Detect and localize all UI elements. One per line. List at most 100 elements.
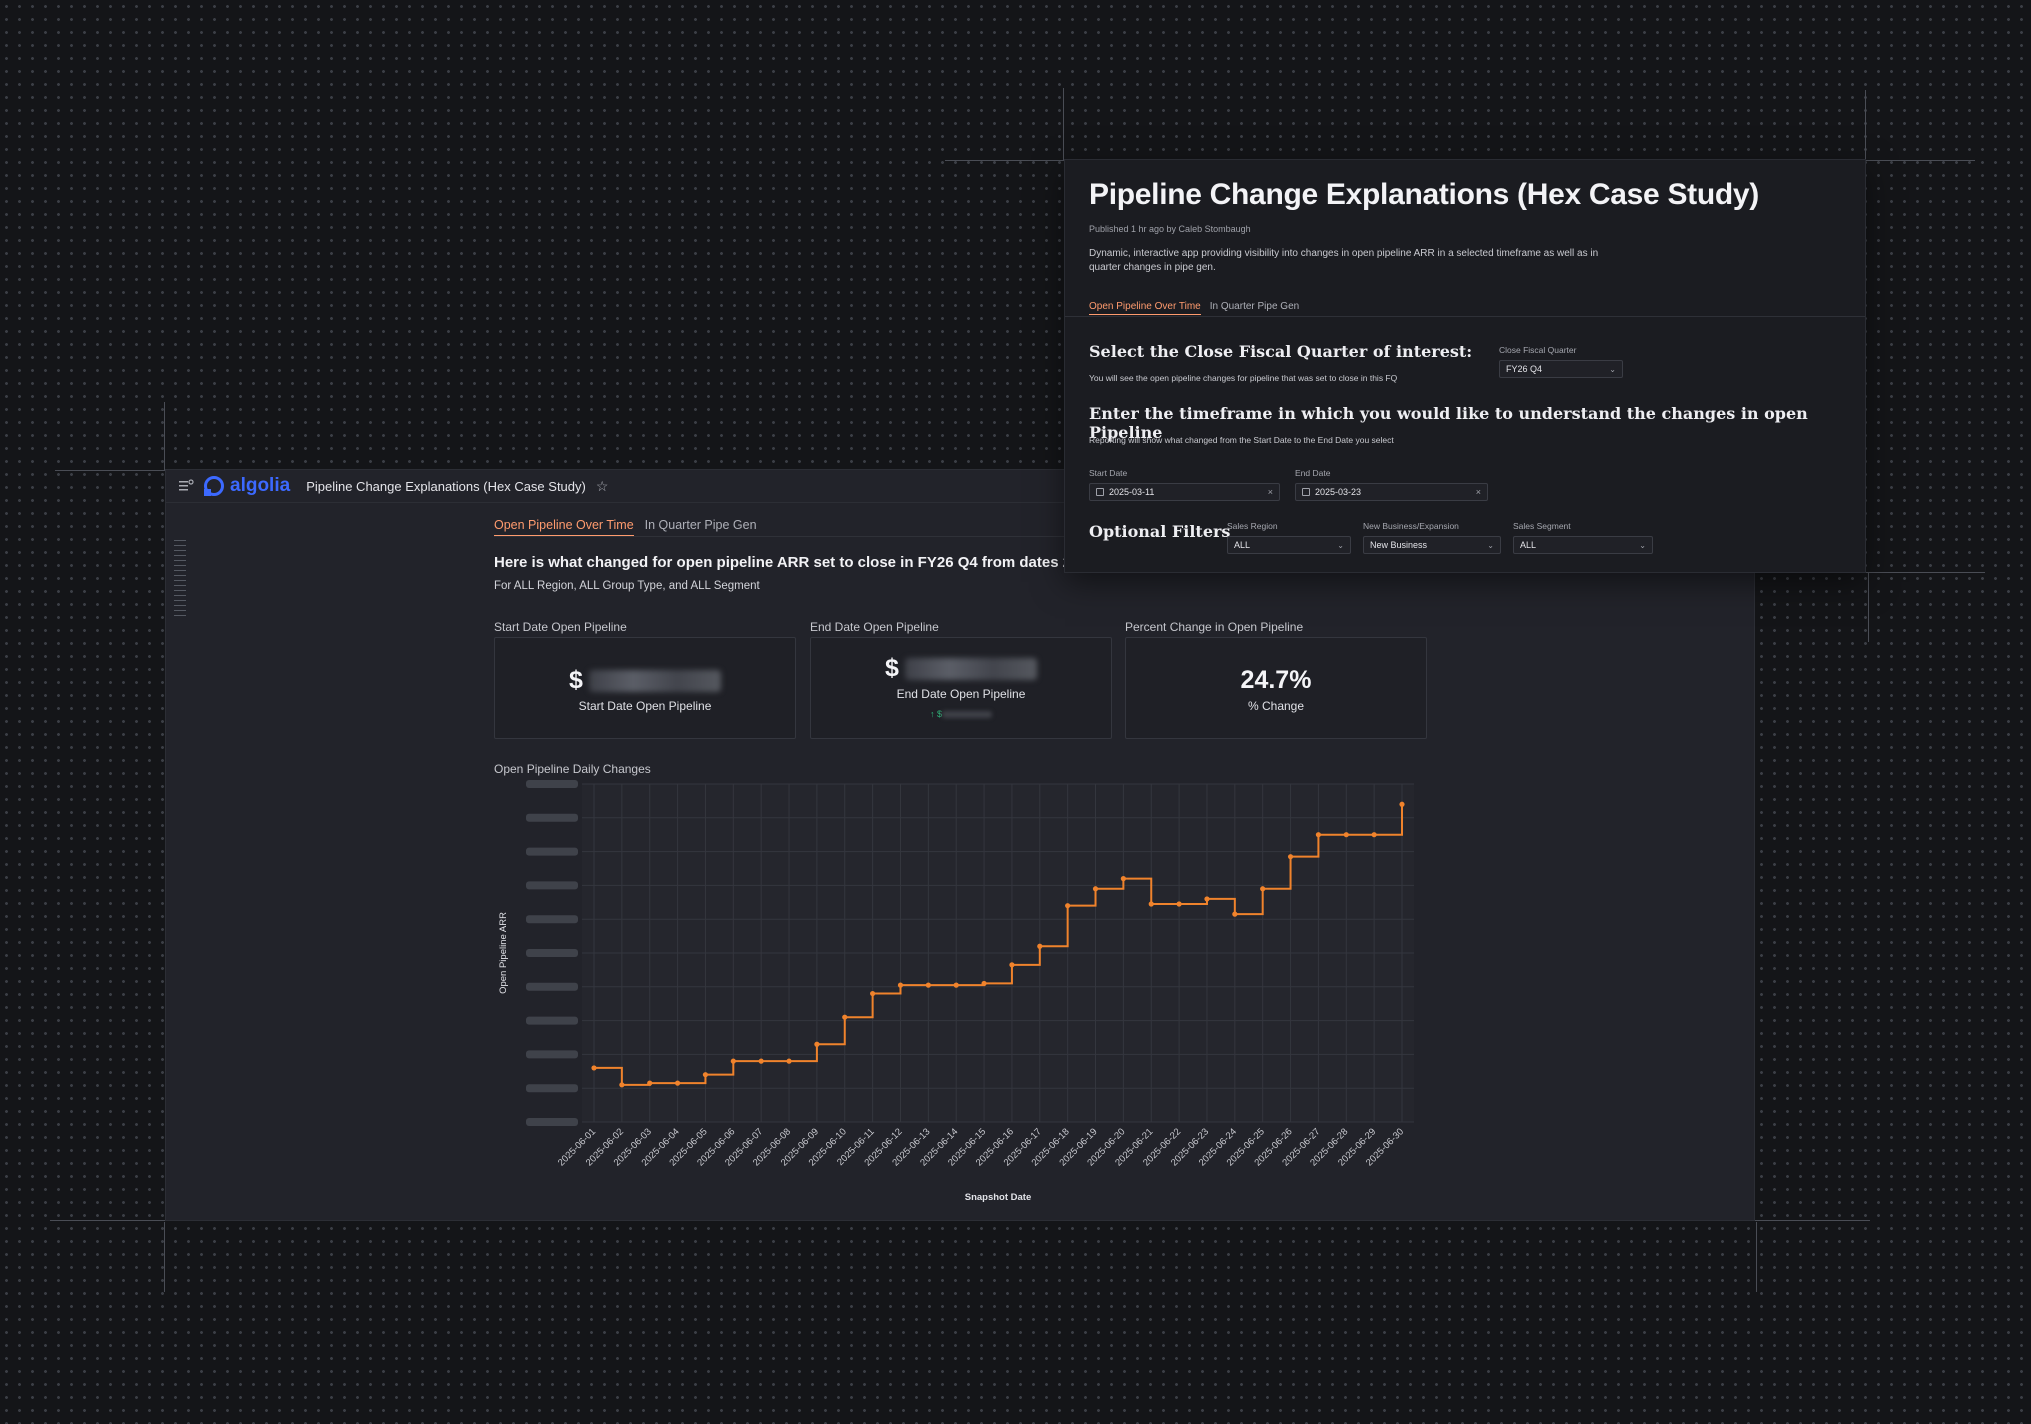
region-value: ALL	[1234, 540, 1251, 550]
data-point	[1009, 962, 1015, 968]
app-window: algolia Pipeline Change Explanations (He…	[166, 470, 1754, 1220]
start-date-label: Start Date	[1089, 468, 1128, 478]
calendar-icon	[1096, 488, 1104, 496]
data-point	[981, 980, 987, 987]
publish-meta: Published 1 hr ago by Caleb Stombaugh	[1089, 224, 1251, 234]
front-tab-in-quarter[interactable]: In Quarter Pipe Gen	[1209, 301, 1300, 312]
data-point	[953, 982, 959, 988]
quarter-heading: Select the Close Fiscal Quarter of inter…	[1089, 342, 1473, 361]
data-point	[1371, 832, 1377, 838]
data-point	[619, 1082, 625, 1088]
data-point	[758, 1058, 764, 1064]
currency-symbol: $	[885, 654, 899, 682]
star-icon[interactable]: ☆	[595, 477, 609, 494]
nb-value: New Business	[1370, 540, 1428, 550]
data-point	[1204, 896, 1210, 902]
data-point	[730, 1058, 736, 1064]
brand-name: algolia	[230, 475, 291, 496]
quarter-note: You will see the open pipeline changes f…	[1089, 373, 1398, 383]
tab-open-pipeline[interactable]: Open Pipeline Over Time	[494, 518, 634, 536]
data-point	[870, 990, 876, 997]
guide-line	[1756, 1222, 1757, 1292]
chevron-down-icon: ⌄	[1487, 540, 1494, 550]
y-tick-label-redacted	[526, 780, 578, 788]
nb-label: New Business/Expansion	[1363, 521, 1459, 531]
kpi-card-pct: 24.7% % Change	[1125, 637, 1427, 739]
data-point	[1260, 886, 1266, 892]
y-tick-label-redacted	[526, 949, 578, 957]
menu-icon[interactable]	[178, 479, 194, 493]
kpi-caption-pct: % Change	[1247, 699, 1305, 713]
algolia-logo-icon	[204, 476, 224, 496]
kpi-label-start: Start Date Open Pipeline	[494, 620, 627, 634]
calendar-icon	[1302, 488, 1310, 496]
data-point	[1037, 943, 1043, 949]
region-select[interactable]: ALL ⌄	[1227, 536, 1351, 554]
front-tab-bar: Open Pipeline Over Time In Quarter Pipe …	[1089, 301, 1299, 315]
quarter-select[interactable]: FY26 Q4 ⌄	[1499, 360, 1623, 378]
data-point	[925, 982, 931, 988]
kpi-card-end: $ End Date Open Pipeline ↑ $	[810, 637, 1112, 739]
data-point	[1315, 832, 1322, 838]
currency-symbol: $	[569, 666, 583, 694]
timeframe-note: Reporting will show what changed from th…	[1089, 435, 1394, 445]
chevron-down-icon: ⌄	[1639, 540, 1646, 550]
chart-title: Open Pipeline Daily Changes	[494, 762, 651, 776]
guide-line	[164, 1222, 165, 1292]
data-point	[786, 1058, 792, 1064]
clear-icon[interactable]: ×	[1267, 487, 1273, 497]
y-tick-label-redacted	[526, 982, 578, 991]
guide-line	[50, 1220, 1870, 1221]
end-date-label: End Date	[1295, 468, 1331, 478]
kpi-caption-start: Start Date Open Pipeline	[578, 699, 712, 713]
data-point	[647, 1080, 653, 1086]
data-point	[1287, 854, 1294, 860]
data-point	[1399, 801, 1405, 807]
collapsed-outline-rail[interactable]	[174, 540, 186, 620]
chevron-down-icon: ⌄	[1609, 364, 1616, 374]
kpi-label-pct: Percent Change in Open Pipeline	[1125, 620, 1304, 634]
tab-bar: Open Pipeline Over Time In Quarter Pipe …	[494, 518, 757, 536]
summary-filters: For ALL Region, ALL Group Type, and ALL …	[494, 580, 760, 592]
data-point	[897, 982, 904, 988]
kpi-card-start: $ Start Date Open Pipeline	[494, 637, 796, 739]
end-date-input[interactable]: 2025-03-23 ×	[1295, 483, 1488, 501]
segment-value: ALL	[1520, 540, 1537, 550]
end-date-value: 2025-03-23	[1315, 487, 1362, 497]
tab-in-quarter-pipe-gen[interactable]: In Quarter Pipe Gen	[644, 518, 757, 532]
data-point	[702, 1072, 709, 1078]
y-tick-label-redacted	[526, 1016, 578, 1025]
chevron-down-icon: ⌄	[1337, 540, 1344, 550]
clear-icon[interactable]: ×	[1475, 487, 1481, 497]
trend-up-label: ↑ $	[929, 709, 942, 719]
published-app-window: Pipeline Change Explanations (Hex Case S…	[1065, 160, 1865, 572]
summary-headline: Here is what changed for open pipeline A…	[494, 554, 1132, 571]
front-tab-open-pipeline[interactable]: Open Pipeline Over Time	[1089, 301, 1201, 315]
guide-line	[1865, 90, 1866, 160]
app-description: Dynamic, interactive app providing visib…	[1089, 248, 1599, 273]
guide-line	[1868, 572, 1869, 642]
brand-logo[interactable]: algolia	[204, 475, 290, 497]
segment-select[interactable]: ALL ⌄	[1513, 536, 1653, 554]
redacted-value	[942, 711, 992, 719]
x-axis-label: Snapshot Date	[965, 1192, 1032, 1203]
data-point	[1148, 901, 1154, 907]
data-point	[1092, 886, 1099, 892]
data-point	[1343, 832, 1349, 838]
timeframe-heading: Enter the timeframe in which you would l…	[1089, 404, 1808, 442]
redacted-value	[904, 658, 1037, 681]
y-tick-label-redacted	[526, 813, 578, 822]
start-date-input[interactable]: 2025-03-11 ×	[1089, 483, 1280, 501]
nb-select[interactable]: New Business ⌄	[1363, 536, 1501, 554]
data-point	[814, 1041, 820, 1047]
front-title: Pipeline Change Explanations (Hex Case S…	[1089, 178, 1759, 211]
kpi-trend: ↑ $	[811, 709, 1111, 719]
guide-line	[1865, 572, 1985, 573]
pipeline-step-chart[interactable]: 2025-06-012025-06-022025-06-032025-06-04…	[494, 776, 1434, 1206]
tab-divider	[1065, 316, 1865, 317]
kpi-caption-end: End Date Open Pipeline	[896, 687, 1026, 701]
start-date-value: 2025-03-11	[1109, 487, 1155, 497]
data-point	[842, 1014, 848, 1020]
data-point	[1232, 911, 1238, 917]
kpi-value-pct: 24.7%	[1240, 666, 1312, 694]
